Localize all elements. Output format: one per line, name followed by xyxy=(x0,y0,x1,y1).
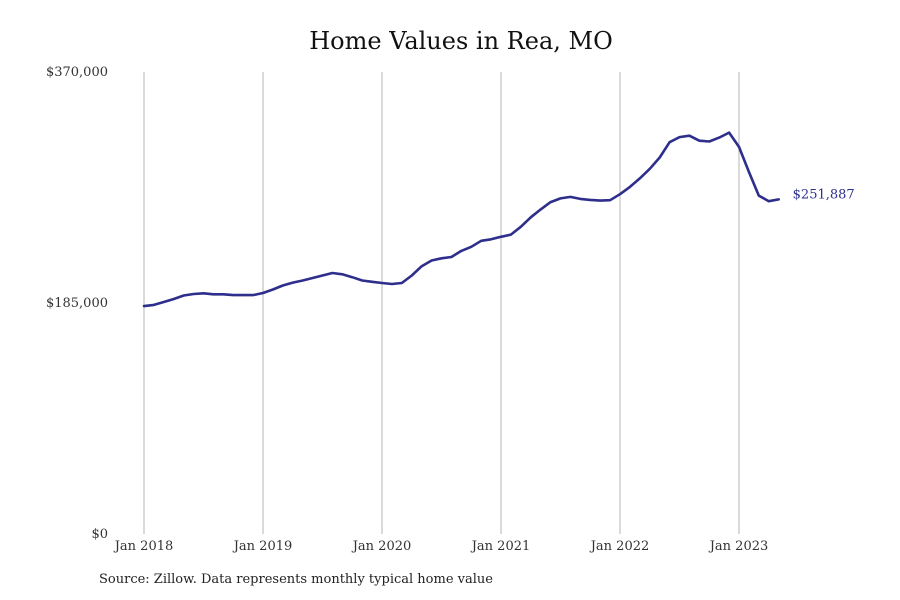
source-note: Source: Zillow. Data represents monthly … xyxy=(99,572,493,587)
home-value-line xyxy=(142,131,780,308)
x-tick-label: Jan 2019 xyxy=(232,539,293,554)
vertical-gridlines xyxy=(143,72,740,534)
x-tick-label: Jan 2018 xyxy=(113,539,174,554)
latest-value-label: $251,887 xyxy=(793,187,855,202)
x-tick-label: Jan 2020 xyxy=(351,539,412,554)
x-tick-label: Jan 2022 xyxy=(589,539,650,554)
y-axis-tick-labels: $370,000 $185,000 $0 xyxy=(46,65,108,542)
y-tick-label: $0 xyxy=(91,527,108,542)
y-tick-label: $185,000 xyxy=(46,296,108,311)
chart-title: Home Values in Rea, MO xyxy=(309,27,613,55)
y-tick-label: $370,000 xyxy=(46,65,108,80)
x-axis-tick-labels: Jan 2018 Jan 2019 Jan 2020 Jan 2021 Jan 2022… xyxy=(113,539,769,554)
x-tick-label: Jan 2021 xyxy=(470,539,531,554)
x-tick-label: Jan 2023 xyxy=(708,539,769,554)
